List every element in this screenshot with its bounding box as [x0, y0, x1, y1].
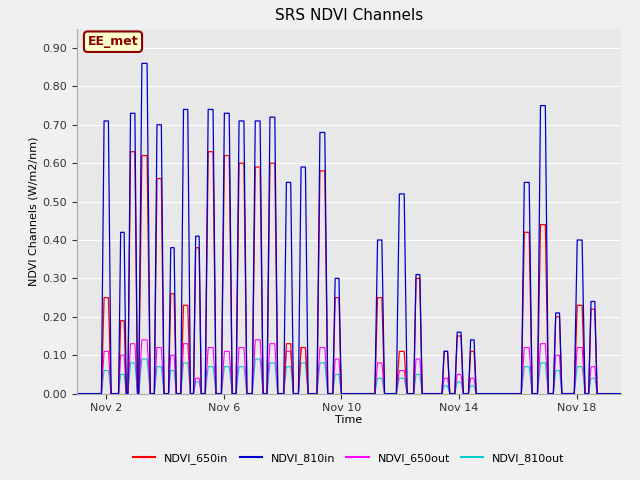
Y-axis label: NDVI Channels (W/m2/nm): NDVI Channels (W/m2/nm): [28, 136, 38, 286]
Title: SRS NDVI Channels: SRS NDVI Channels: [275, 9, 423, 24]
Text: EE_met: EE_met: [88, 35, 138, 48]
X-axis label: Time: Time: [335, 415, 362, 425]
Legend: NDVI_650in, NDVI_810in, NDVI_650out, NDVI_810out: NDVI_650in, NDVI_810in, NDVI_650out, NDV…: [129, 448, 569, 468]
